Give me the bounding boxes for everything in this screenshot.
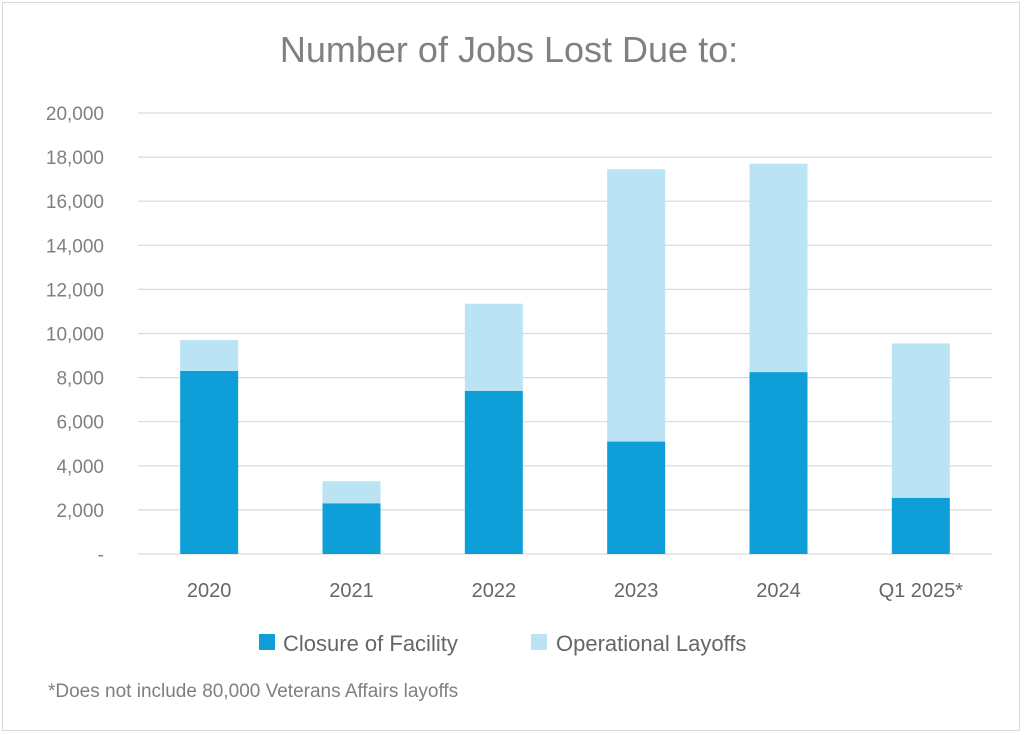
x-axis-ticks: 2020 2021 2022 2023 2024 Q1 2025* — [187, 580, 963, 602]
bars — [180, 163, 950, 554]
y-tick-label: 10,000 — [46, 325, 104, 346]
x-tick-label: 2023 — [614, 580, 659, 602]
chart-title: Number of Jobs Lost Due to: — [280, 29, 738, 70]
x-tick-label: 2022 — [472, 580, 517, 602]
gridlines — [138, 112, 992, 555]
bar-closure-2020 — [180, 370, 239, 554]
legend-swatch-operational — [531, 634, 547, 650]
y-tick-label: - — [98, 545, 104, 566]
y-tick-label: 12,000 — [46, 280, 104, 301]
x-tick-label: 2020 — [187, 580, 232, 602]
y-tick-label: 4,000 — [56, 457, 104, 478]
bar-operational-2022 — [464, 303, 523, 391]
legend-label-operational: Operational Layoffs — [556, 631, 746, 656]
legend-label-closure: Closure of Facility — [283, 631, 458, 656]
footnote: *Does not include 80,000 Veterans Affair… — [48, 681, 458, 702]
bar-operational-2024 — [749, 163, 808, 373]
bar-closure-q12025 — [891, 497, 950, 554]
x-tick-label: Q1 2025* — [879, 580, 964, 602]
y-axis-ticks: - 2,000 4,000 6,000 8,000 10,000 12,000 14,000 1… — [46, 104, 104, 566]
legend-swatch-closure — [259, 634, 275, 650]
bar-operational-q12025 — [891, 343, 950, 498]
y-tick-label: 14,000 — [46, 236, 104, 257]
bar-closure-2024 — [749, 372, 808, 554]
bar-closure-2021 — [322, 503, 381, 554]
bar-operational-2021 — [322, 481, 381, 504]
x-tick-label: 2021 — [329, 580, 374, 602]
bar-closure-2023 — [607, 441, 666, 554]
y-tick-label: 18,000 — [46, 148, 104, 169]
y-tick-label: 16,000 — [46, 192, 104, 213]
bar-operational-2023 — [607, 169, 666, 442]
y-tick-label: 8,000 — [56, 369, 104, 390]
bar-operational-2020 — [180, 340, 239, 371]
x-tick-label: 2024 — [756, 580, 801, 602]
y-tick-label: 2,000 — [56, 501, 104, 522]
y-tick-label: 6,000 — [56, 413, 104, 434]
legend: Closure of Facility Operational Layoffs — [259, 631, 746, 656]
bar-closure-2022 — [464, 390, 523, 554]
y-tick-label: 20,000 — [46, 104, 104, 125]
